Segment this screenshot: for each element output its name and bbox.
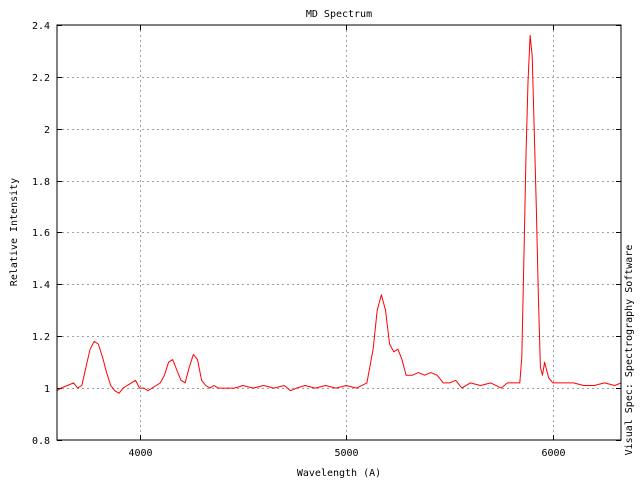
x-tick-label: 5000	[334, 448, 358, 459]
software-credit-label: Visual Spec: Spectrography Software	[624, 245, 635, 456]
y-tick-label: 2.2	[32, 73, 50, 84]
y-axis-label: Relative Intensity	[9, 178, 20, 286]
y-tick-label: 2	[44, 125, 50, 136]
y-tick-label: 1	[44, 384, 50, 395]
y-tick-label: 1.6	[32, 228, 50, 239]
x-tick-label: 4000	[128, 448, 152, 459]
axis-ticks	[57, 25, 621, 441]
y-tick-label: 0.8	[32, 436, 50, 447]
chart-title: MD Spectrum	[306, 9, 372, 20]
spectrum-line	[56, 34, 622, 394]
plot-frame	[56, 24, 622, 441]
x-axis-label: Wavelength (A)	[297, 468, 381, 479]
y-tick-label: 2.4	[32, 21, 50, 32]
tick-labels: 0.8 1 1.2 1.4 1.6 1.8 2 2.2 2.4 4000 5000 6000	[32, 21, 566, 459]
plot-area	[56, 34, 622, 394]
x-tick-label: 6000	[541, 448, 565, 459]
y-tick-label: 1.4	[32, 280, 50, 291]
y-tick-label: 1.2	[32, 332, 50, 343]
y-tick-label: 1.8	[32, 177, 50, 188]
